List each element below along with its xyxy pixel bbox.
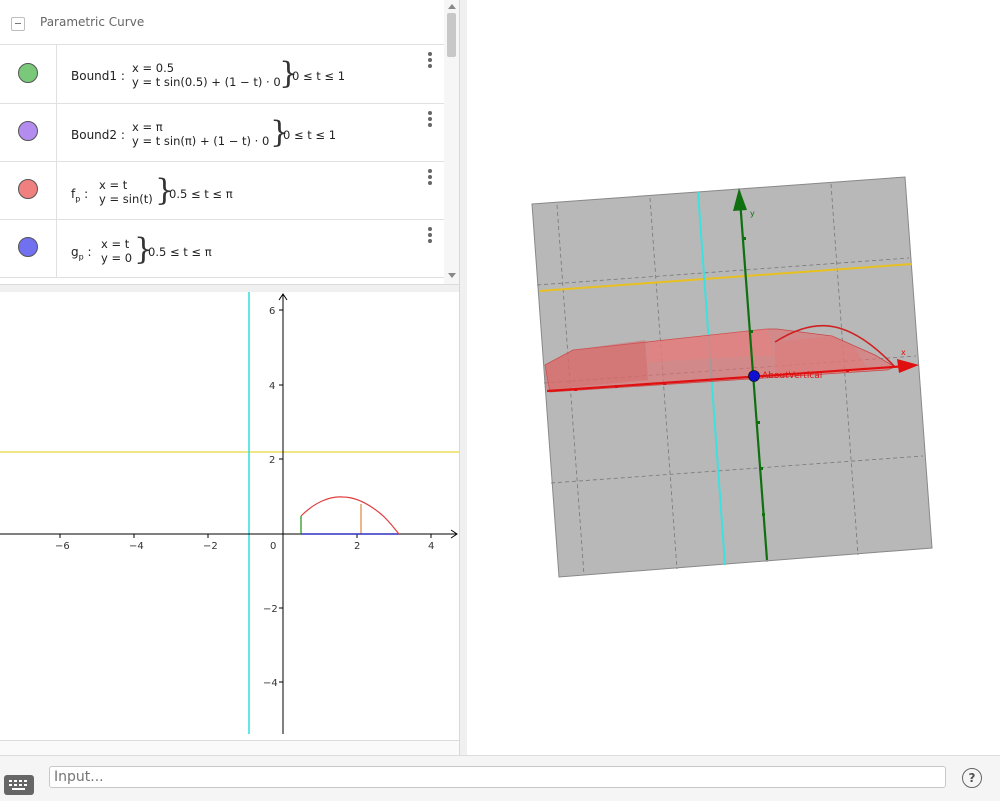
y-tick-label: 4 <box>269 381 275 392</box>
y-tick-label: 6 <box>269 306 275 317</box>
definition: x = t y = 0 <box>101 237 132 265</box>
marble-cell <box>0 220 57 277</box>
algebra-item-gp[interactable]: gp : x = t y = 0 } 0.5 ≤ t ≤ π <box>0 220 444 278</box>
parameter-condition: 0 ≤ t ≤ 1 <box>292 69 346 83</box>
definition-line-1: x = π <box>132 120 163 134</box>
more-options-icon[interactable] <box>427 227 433 245</box>
definition-line-1: x = t <box>101 237 130 251</box>
algebra-input-field[interactable] <box>49 766 946 788</box>
graphics-2d-footer <box>0 740 459 756</box>
object-name: Bound2 : <box>71 128 125 142</box>
y-tick-label: −4 <box>263 678 278 689</box>
algebra-item-bound1[interactable]: Bound1 : x = 0.5 y = t sin(0.5) + (1 − t… <box>0 45 444 104</box>
marble-cell <box>0 104 57 161</box>
y-axis-arrow-icon <box>733 188 747 211</box>
x-axis-ticks <box>574 369 849 391</box>
brace-icon: } <box>155 173 175 208</box>
keyboard-icon <box>9 780 27 790</box>
y-axis-arrow-icon <box>278 293 288 301</box>
x-tick-label: 2 <box>354 541 360 552</box>
y-tick-label: 2 <box>269 455 275 466</box>
collapse-group-button[interactable] <box>11 17 25 31</box>
brace-icon: } <box>279 56 299 91</box>
x-axis-arrow-icon <box>897 359 919 373</box>
object-name-subscript: p <box>75 194 81 204</box>
algebra-item-bound2[interactable]: Bound2 : x = π y = t sin(π) + (1 − t) · … <box>0 104 444 162</box>
definition: x = π y = t sin(π) + (1 − t) · 0 <box>132 120 269 148</box>
point-about-vertical[interactable] <box>748 370 760 382</box>
more-options-icon[interactable] <box>427 111 433 129</box>
x-tick-label: 0 <box>270 541 276 552</box>
definition-line-1: x = 0.5 <box>132 61 175 75</box>
marble-cell <box>0 45 57 103</box>
object-name-subscript: p <box>78 252 84 262</box>
object-name-suffix: : <box>83 245 92 259</box>
scroll-down-icon[interactable] <box>448 273 456 278</box>
definition-line-2: y = sin(t) <box>99 192 153 206</box>
more-options-icon[interactable] <box>427 169 433 187</box>
graphics-2d-canvas[interactable]: −6 −4 −2 0 2 4 6 4 2 −2 −4 <box>0 292 459 734</box>
group-title: Parametric Curve <box>40 15 145 29</box>
input-bar: ? <box>0 755 1000 801</box>
solid-of-revolution[interactable] <box>544 324 896 393</box>
scroll-thumb[interactable] <box>447 13 456 57</box>
brace-icon: } <box>270 115 290 150</box>
object-name: fp : <box>71 187 88 203</box>
x-axis-label: x <box>901 348 906 357</box>
parameter-condition: 0.5 ≤ t ≤ π <box>169 187 233 201</box>
algebra-scrollbar[interactable] <box>444 0 459 284</box>
fp-curve[interactable] <box>300 496 400 535</box>
x-tick-label: 4 <box>428 541 434 552</box>
visibility-toggle[interactable] <box>18 121 38 141</box>
point-label: AboutVertical <box>762 371 822 381</box>
definition-line-2: y = t sin(0.5) + (1 − t) · 0 <box>132 75 281 89</box>
x-tick-label: −2 <box>203 541 218 552</box>
object-name: gp : <box>71 245 92 261</box>
y-tick-marks <box>279 309 283 683</box>
algebra-view: Parametric Curve Bound1 : x = 0.5 y = t … <box>0 0 459 284</box>
visibility-toggle[interactable] <box>18 179 38 199</box>
definition: x = t y = sin(t) <box>99 178 153 206</box>
yellow-line-3d[interactable] <box>538 263 913 292</box>
graphics-3d-view[interactable]: x y AboutVertical <box>467 0 1000 755</box>
graphics-3d-canvas[interactable]: x y AboutVertical <box>467 0 1000 755</box>
object-name-suffix: : <box>80 187 89 201</box>
parameter-condition: 0.5 ≤ t ≤ π <box>148 245 212 259</box>
help-button[interactable]: ? <box>962 768 982 788</box>
x-tick-label: −6 <box>55 541 70 552</box>
y-axis-label: y <box>750 209 755 218</box>
object-name-main: g <box>71 245 79 259</box>
visibility-toggle[interactable] <box>18 63 38 83</box>
more-options-icon[interactable] <box>427 52 433 70</box>
group-header: Parametric Curve <box>0 0 444 45</box>
x-tick-label: −4 <box>129 541 144 552</box>
visibility-toggle[interactable] <box>18 237 38 257</box>
x-tick-marks <box>59 534 432 538</box>
object-name-main: f <box>71 187 76 201</box>
parameter-condition: 0 ≤ t ≤ 1 <box>283 128 337 142</box>
definition: x = 0.5 y = t sin(0.5) + (1 − t) · 0 <box>132 61 281 89</box>
graphics-2d-view[interactable]: −6 −4 −2 0 2 4 6 4 2 −2 −4 <box>0 292 459 734</box>
marble-cell <box>0 162 57 219</box>
keyboard-button[interactable] <box>4 775 34 795</box>
brace-icon: } <box>134 232 154 267</box>
algebra-item-fp[interactable]: fp : x = t y = sin(t) } 0.5 ≤ t ≤ π <box>0 162 444 220</box>
definition-line-2: y = t sin(π) + (1 − t) · 0 <box>132 134 270 148</box>
scroll-up-icon[interactable] <box>448 4 456 9</box>
y-axis-ticks <box>743 237 765 516</box>
x-axis-arrow-icon <box>450 529 458 539</box>
y-tick-label: −2 <box>263 604 278 615</box>
definition-line-1: x = t <box>99 178 128 192</box>
object-name: Bound1 : <box>71 69 125 83</box>
definition-line-2: y = 0 <box>101 251 133 265</box>
